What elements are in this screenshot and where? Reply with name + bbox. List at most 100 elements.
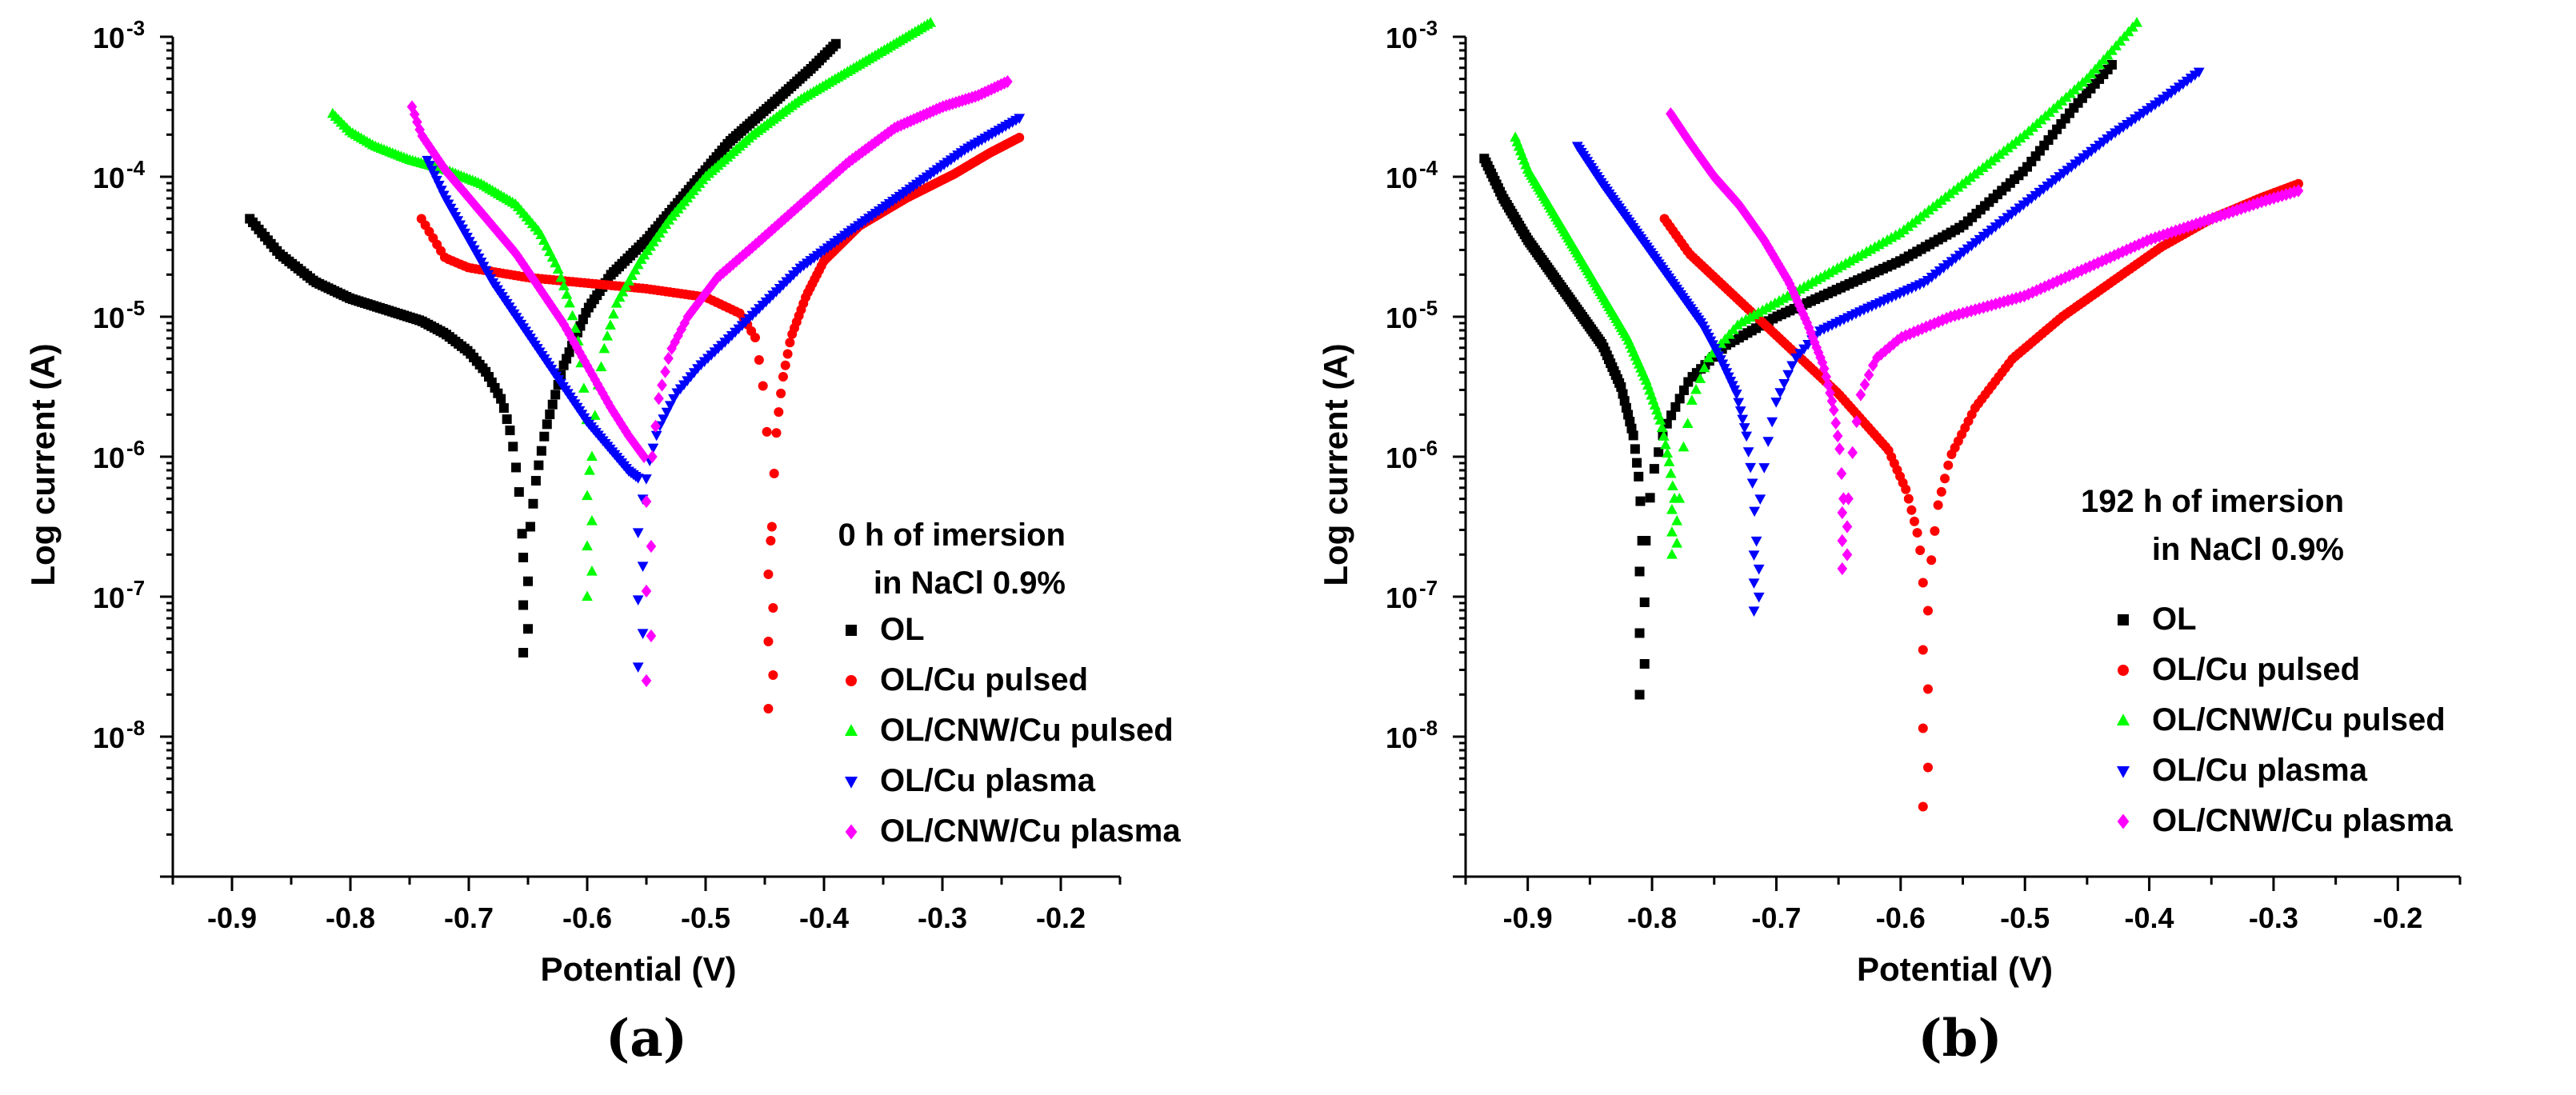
data-point — [632, 528, 644, 538]
data-point — [1933, 500, 1943, 510]
data-point — [1926, 555, 1937, 565]
legend-label: OL — [880, 612, 925, 647]
data-point — [1663, 456, 1675, 466]
data-point — [2174, 222, 2186, 236]
data-point — [1863, 368, 1874, 382]
data-point — [1766, 417, 1778, 428]
legend-marker — [846, 625, 857, 636]
y-tick-label: 10 — [93, 302, 125, 334]
data-point — [1742, 447, 1754, 458]
data-point — [1682, 418, 1694, 429]
legend-marker — [2117, 813, 2130, 829]
data-point — [584, 465, 595, 475]
data-point — [2031, 284, 2042, 298]
data-point — [641, 494, 652, 509]
data-point — [626, 432, 637, 446]
y-tick-exponent: -6 — [126, 436, 145, 460]
data-point — [1654, 414, 1666, 425]
y-tick-label: 10 — [93, 22, 125, 54]
chart-panel-a: -0.9 -0.8 -0.7 -0.6 -0.5 -0.4 -0.3 -0.210-810-7… — [24, 16, 1181, 1069]
data-point — [1694, 373, 1706, 383]
data-point — [1786, 361, 1798, 372]
data-point — [598, 386, 608, 400]
data-point — [511, 462, 522, 473]
x-tick-label: -0.2 — [1036, 901, 1086, 934]
data-point — [1901, 484, 1911, 494]
data-point — [768, 670, 778, 680]
data-point — [1843, 492, 1854, 506]
series-ol — [245, 38, 841, 657]
data-point — [2097, 254, 2107, 268]
data-point — [763, 704, 774, 713]
data-point — [1678, 385, 1689, 395]
data-point — [641, 584, 652, 598]
data-point — [1909, 326, 1919, 339]
data-point — [1930, 526, 1940, 536]
legend-label: OL/Cu pulsed — [2152, 652, 2360, 687]
data-point — [782, 349, 793, 359]
data-point — [1825, 386, 1835, 400]
legend-label: OL — [2152, 601, 2197, 637]
y-tick-label: 10 — [93, 721, 125, 754]
data-point — [734, 251, 745, 266]
data-point — [2232, 203, 2242, 217]
data-point — [664, 401, 676, 411]
data-point — [550, 390, 561, 400]
data-point — [679, 316, 690, 330]
data-point — [1634, 471, 1644, 482]
data-point — [771, 428, 782, 438]
data-point — [614, 291, 626, 302]
data-point — [632, 258, 644, 270]
data-point — [547, 399, 558, 410]
data-point — [1921, 320, 1932, 334]
data-point — [522, 265, 534, 278]
data-point — [569, 336, 580, 350]
x-tick-label: -0.3 — [918, 901, 967, 934]
data-point — [758, 381, 768, 391]
data-point — [763, 569, 774, 579]
data-point — [1741, 431, 1753, 442]
y-tick-exponent: -8 — [1419, 716, 1438, 740]
data-point — [1933, 315, 1944, 329]
legend-label: OL/CNW/Cu pulsed — [2152, 702, 2446, 737]
series-ol-cnw-cu-plasma — [406, 74, 1013, 688]
x-tick-label: -0.4 — [2125, 901, 2174, 934]
data-point — [1014, 133, 1025, 142]
legend-label: OL/CNW/Cu pulsed — [880, 713, 1174, 748]
data-point — [1748, 606, 1760, 617]
data-point — [632, 474, 644, 484]
data-point — [1826, 394, 1838, 408]
legend-marker — [844, 724, 858, 736]
data-point — [1918, 645, 1928, 655]
data-point — [1745, 462, 1757, 474]
data-point — [1851, 415, 1862, 429]
data-point — [728, 257, 738, 271]
data-point — [1639, 597, 1650, 607]
data-point — [738, 249, 748, 262]
data-point — [1847, 446, 1858, 460]
x-tick-label: -0.8 — [326, 901, 375, 934]
data-point — [1903, 494, 1914, 504]
data-point — [1639, 659, 1650, 669]
data-point — [780, 360, 790, 370]
data-point — [2293, 184, 2304, 198]
data-point — [1733, 398, 1745, 409]
data-point — [1634, 689, 1645, 700]
data-point — [2162, 226, 2173, 241]
data-point — [610, 409, 621, 422]
data-point — [551, 306, 562, 320]
data-point — [1654, 447, 1664, 458]
data-point — [561, 288, 573, 299]
data-point — [1737, 414, 1749, 426]
data-point — [1754, 494, 1766, 505]
data-point — [1837, 534, 1848, 548]
data-point — [769, 469, 779, 478]
data-point — [2106, 60, 2117, 70]
series-ol-cnw-cu-pulsed — [1510, 17, 2142, 559]
data-point — [2178, 222, 2190, 235]
data-point — [1918, 723, 1928, 733]
data-point — [554, 310, 564, 324]
data-point — [1665, 467, 1677, 478]
